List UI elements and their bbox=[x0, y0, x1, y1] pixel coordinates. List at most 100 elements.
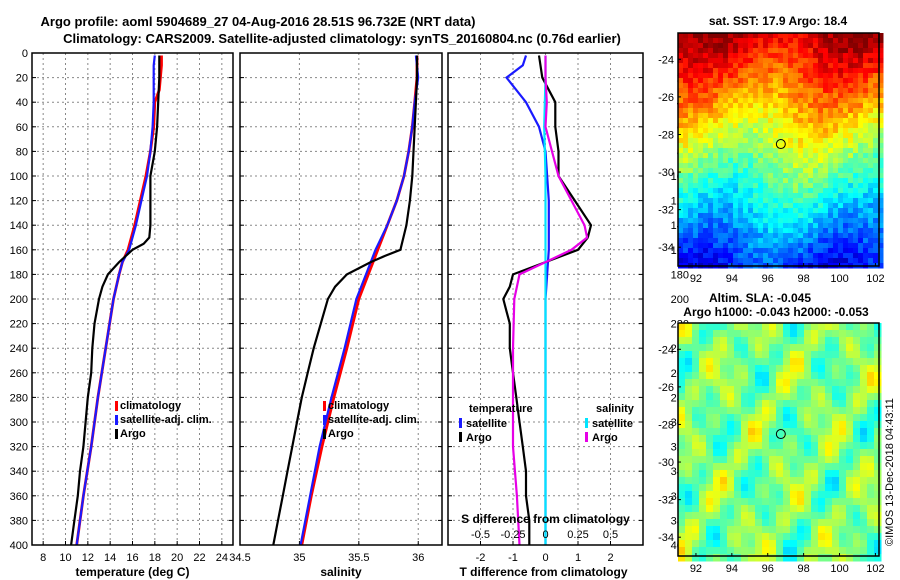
map-cell bbox=[825, 519, 833, 527]
map-cell bbox=[733, 93, 739, 99]
map-cell bbox=[811, 344, 819, 352]
map-cell bbox=[803, 173, 809, 179]
map-cell bbox=[738, 258, 744, 264]
legend-entry: Argo bbox=[120, 428, 146, 440]
map-cell bbox=[743, 168, 749, 174]
map-cell bbox=[748, 203, 754, 209]
map-cell bbox=[753, 228, 759, 234]
map-cell bbox=[867, 351, 875, 359]
map-cell bbox=[803, 163, 809, 169]
map-cell bbox=[748, 108, 754, 114]
map-cell bbox=[762, 407, 770, 415]
map-cell bbox=[873, 38, 879, 44]
map-cell bbox=[720, 540, 728, 548]
map-cell bbox=[848, 158, 854, 164]
map-cell bbox=[783, 138, 789, 144]
map-cell bbox=[788, 78, 794, 84]
map-cell bbox=[843, 173, 849, 179]
map-cell bbox=[683, 58, 689, 64]
map-cell bbox=[798, 113, 804, 119]
map-cell bbox=[853, 365, 861, 373]
map-cell bbox=[853, 330, 861, 338]
map-cell bbox=[803, 143, 809, 149]
map-cell bbox=[734, 456, 742, 464]
map-cell bbox=[753, 53, 759, 59]
map-cell bbox=[698, 133, 704, 139]
map-cell bbox=[798, 188, 804, 194]
map-cell bbox=[873, 73, 879, 79]
map-cell bbox=[688, 133, 694, 139]
map-cell bbox=[848, 218, 854, 224]
map-cell bbox=[720, 547, 728, 555]
map-cell bbox=[734, 526, 742, 534]
map-cell bbox=[832, 463, 840, 471]
map-cell bbox=[874, 386, 882, 394]
map-cell bbox=[718, 163, 724, 169]
plot-frame bbox=[239, 52, 443, 546]
map-cell bbox=[778, 183, 784, 189]
map-cell bbox=[699, 540, 707, 548]
map-cell bbox=[720, 477, 728, 485]
legend-entry: climatology bbox=[120, 400, 182, 412]
map-cell bbox=[798, 93, 804, 99]
map-cell bbox=[734, 540, 742, 548]
map-cell bbox=[818, 103, 824, 109]
map-cell bbox=[793, 253, 799, 259]
map-cell bbox=[685, 428, 693, 436]
map-cell bbox=[713, 358, 721, 366]
map-cell bbox=[768, 228, 774, 234]
map-cell bbox=[860, 547, 868, 555]
map-cell bbox=[798, 48, 804, 54]
map-cell bbox=[839, 330, 847, 338]
map-cell bbox=[698, 58, 704, 64]
map-cell bbox=[776, 477, 784, 485]
map-cell bbox=[783, 148, 789, 154]
map-cell bbox=[708, 188, 714, 194]
map-cell bbox=[692, 372, 700, 380]
map-cell bbox=[723, 38, 729, 44]
map-cell bbox=[685, 477, 693, 485]
map-cell bbox=[825, 372, 833, 380]
map-cell bbox=[741, 526, 749, 534]
map-cell bbox=[804, 407, 812, 415]
map-cell bbox=[778, 148, 784, 154]
map-cell bbox=[832, 519, 840, 527]
map-cell bbox=[718, 168, 724, 174]
map-cell bbox=[723, 218, 729, 224]
map-cell bbox=[741, 407, 749, 415]
map-cell bbox=[720, 393, 728, 401]
map-cell bbox=[758, 228, 764, 234]
map-cell bbox=[823, 193, 829, 199]
map-cell bbox=[693, 248, 699, 254]
map-cell bbox=[832, 533, 840, 541]
map-cell bbox=[858, 43, 864, 49]
map-cell bbox=[863, 53, 869, 59]
map-cell bbox=[783, 228, 789, 234]
map-cell bbox=[693, 143, 699, 149]
map-cell bbox=[846, 337, 854, 345]
map-cell bbox=[743, 68, 749, 74]
map-cell bbox=[833, 53, 839, 59]
map-cell bbox=[768, 93, 774, 99]
map-cell bbox=[763, 113, 769, 119]
map-cell bbox=[832, 491, 840, 499]
map-cell bbox=[698, 188, 704, 194]
map-cell bbox=[848, 243, 854, 249]
map-cell bbox=[798, 253, 804, 259]
map-cell bbox=[839, 337, 847, 345]
map-cell bbox=[848, 163, 854, 169]
map-cell bbox=[843, 243, 849, 249]
map-cell bbox=[846, 540, 854, 548]
map-cell bbox=[783, 442, 791, 450]
map-cell bbox=[685, 470, 693, 478]
map-cell bbox=[823, 248, 829, 254]
map-cell bbox=[678, 351, 686, 359]
map-cell bbox=[763, 238, 769, 244]
map-cell bbox=[874, 512, 882, 520]
map-cell bbox=[798, 238, 804, 244]
map-cell bbox=[839, 358, 847, 366]
map-cell bbox=[763, 48, 769, 54]
map-cell bbox=[723, 213, 729, 219]
map-cell bbox=[683, 53, 689, 59]
map-cell bbox=[783, 386, 791, 394]
